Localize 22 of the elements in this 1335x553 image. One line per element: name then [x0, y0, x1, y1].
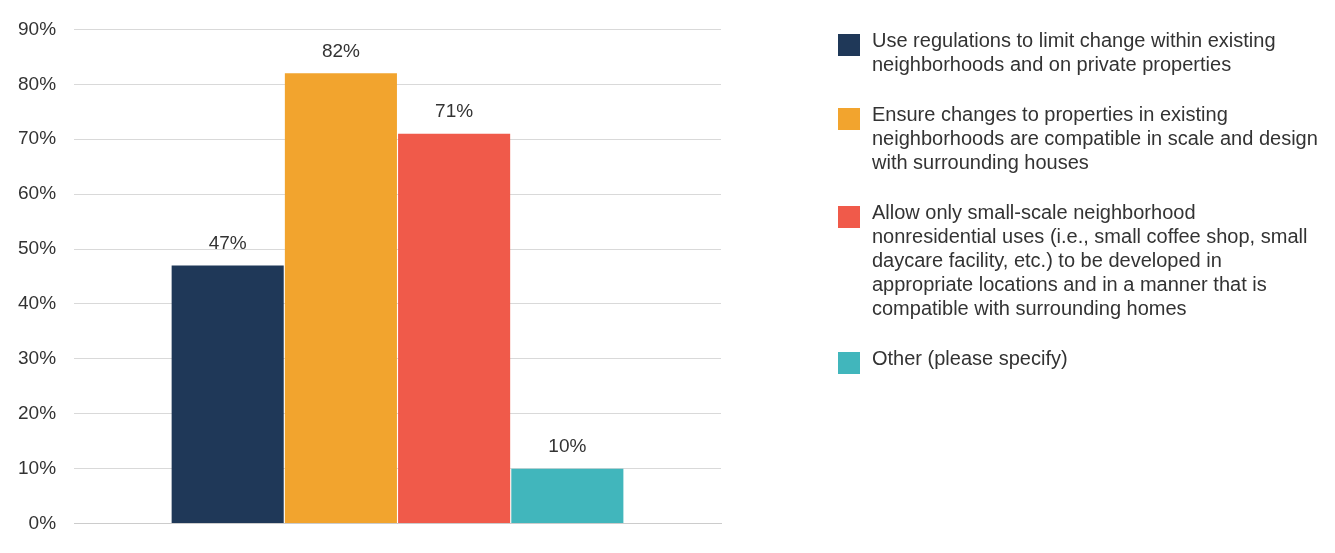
- y-tick-label: 70%: [18, 127, 57, 149]
- bar: [171, 265, 284, 524]
- y-tick-label: 40%: [18, 292, 57, 314]
- y-tick-label: 0%: [28, 511, 57, 533]
- bar: [511, 468, 624, 524]
- y-tick-label: 60%: [18, 182, 57, 204]
- bar: [398, 133, 511, 524]
- text: 10%: [548, 435, 587, 457]
- legend-label: Other (please specify): [872, 346, 1068, 370]
- y-tick-label: 10%: [18, 456, 57, 478]
- y-tick-label: 90%: [18, 17, 57, 39]
- y-tick-label: 20%: [18, 402, 57, 424]
- legend-label: Use regulations to limit change within existing neighborhoods and on private properties: [872, 28, 1277, 76]
- legend-label: Ensure changes to properties in existing neighborhoods are compatible in scale and design with surrounding houses: [872, 102, 1318, 174]
- legend-label: Allow only small-scale neighborhood nonresidential uses (i.e., small coffee shop, small daycare facility, etc.) to be developed in appropriate locations and in a manner that is compatible with surrounding homes: [872, 200, 1309, 320]
- y-tick-label: 50%: [18, 237, 57, 259]
- text: 82%: [321, 40, 360, 62]
- text: 71%: [435, 100, 474, 122]
- text: 47%: [208, 232, 247, 254]
- y-tick-label: 30%: [18, 347, 57, 369]
- y-tick-label: 80%: [18, 72, 57, 94]
- bar: [284, 73, 397, 524]
